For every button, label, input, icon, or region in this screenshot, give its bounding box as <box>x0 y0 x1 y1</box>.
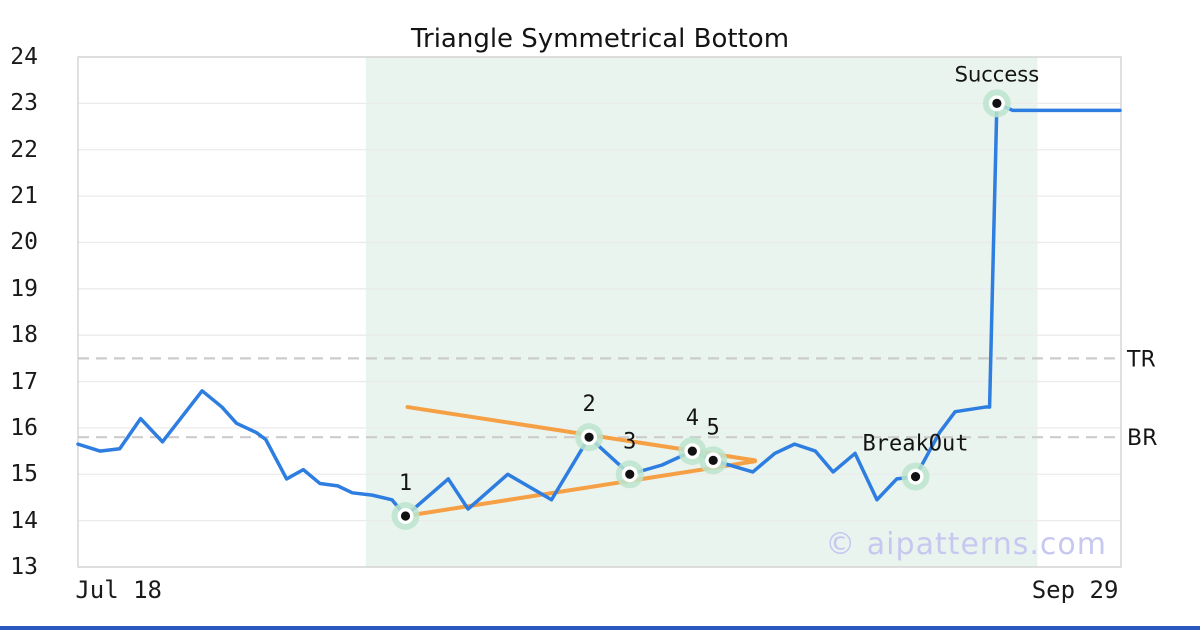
x-tick-label: Sep 29 <box>1031 576 1119 604</box>
marker-dot <box>584 432 594 442</box>
y-tick-label: 20 <box>10 229 38 256</box>
marker-dot <box>708 455 718 465</box>
marker-label-1: 1 <box>399 471 412 496</box>
marker-dot <box>992 98 1002 108</box>
y-tick-label: 19 <box>10 275 38 302</box>
marker-dot <box>400 511 411 521</box>
marker-dot <box>910 471 921 482</box>
y-tick-label: 18 <box>10 322 38 349</box>
marker-dot <box>625 469 635 479</box>
y-tick-label: 23 <box>10 90 38 117</box>
bottom-accent-bar <box>0 626 1200 630</box>
y-tick-label: 14 <box>10 507 38 534</box>
marker-label-3: 3 <box>623 429 636 454</box>
marker-label-breakout: BreakOut <box>863 432 969 457</box>
y-tick-label: 21 <box>10 183 38 210</box>
y-tick-label: 15 <box>10 461 38 488</box>
marker-label-2: 2 <box>582 392 595 417</box>
y-tick-label: 24 <box>10 44 38 70</box>
y-tick-label: 22 <box>10 136 38 163</box>
y-tick-label: 13 <box>10 554 38 580</box>
y-tick-label: 16 <box>10 414 38 441</box>
level-label-br: BR <box>1127 426 1157 451</box>
pattern-zone <box>365 57 1038 567</box>
level-label-tr: TR <box>1126 347 1156 372</box>
plot-border <box>77 56 1122 568</box>
marker-label-4: 4 <box>686 406 699 431</box>
chart-title: Triangle Symmetrical Bottom <box>410 24 790 54</box>
marker-label-success: Success <box>955 62 1040 86</box>
watermark: © aipatterns.com <box>825 527 1107 562</box>
x-tick-label: Jul 18 <box>75 576 163 604</box>
y-tick-label: 17 <box>10 368 38 395</box>
marker-dot <box>687 446 697 456</box>
marker-label-5: 5 <box>707 415 720 440</box>
trendline-lower <box>403 459 757 518</box>
